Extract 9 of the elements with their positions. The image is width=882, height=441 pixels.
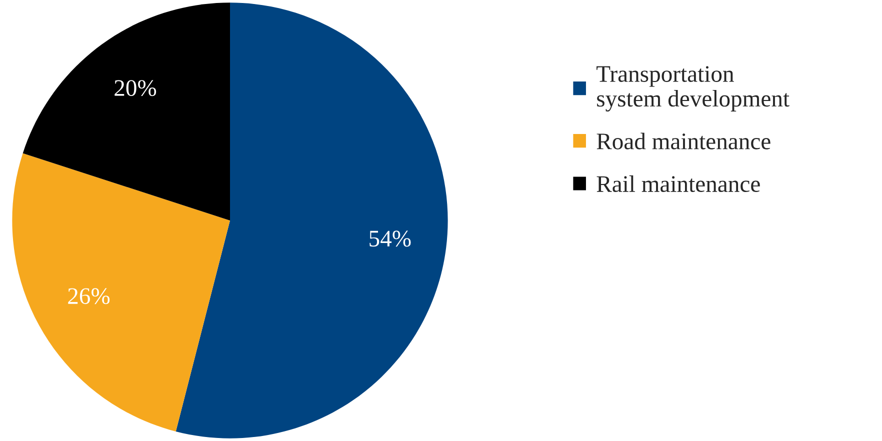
legend-label: Road maintenance bbox=[596, 132, 770, 150]
pie-slice bbox=[12, 153, 230, 432]
legend-label: Rail maintenance bbox=[596, 175, 760, 192]
data-label: 20% bbox=[114, 80, 156, 96]
data-label: 54% bbox=[370, 230, 411, 247]
data-label: 26% bbox=[68, 288, 110, 304]
pie-slice bbox=[176, 2, 448, 438]
legend-label: Transportation system development bbox=[596, 66, 790, 112]
pie-slice bbox=[22, 2, 230, 220]
